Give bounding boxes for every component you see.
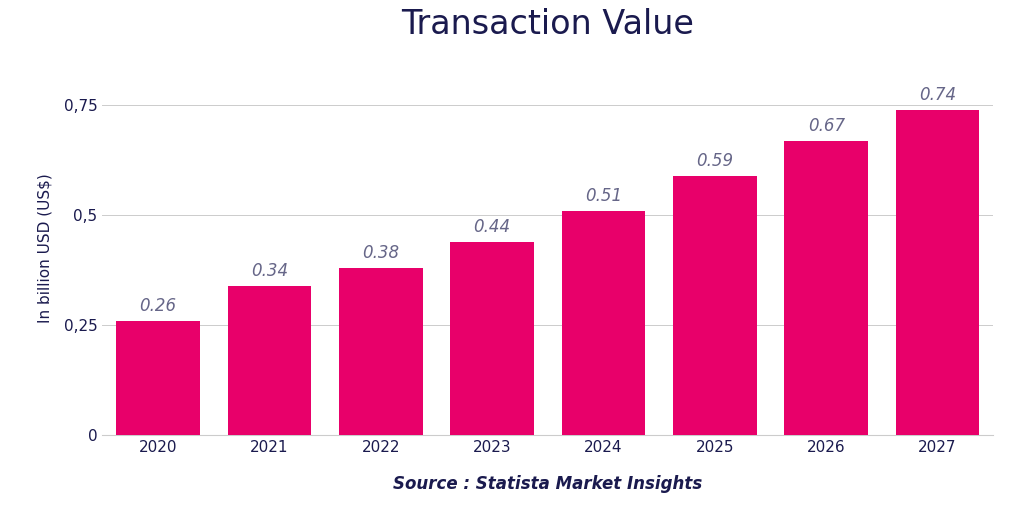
Bar (896, 110, 979, 435)
Text: 0.74: 0.74 (919, 86, 956, 104)
Text: 0.38: 0.38 (362, 244, 399, 262)
Y-axis label: In billion USD (US$): In billion USD (US$) (38, 174, 52, 323)
Text: 0.67: 0.67 (808, 117, 845, 135)
Text: 0.34: 0.34 (251, 262, 288, 280)
Bar (673, 176, 757, 435)
Bar (117, 321, 200, 435)
Text: 0.59: 0.59 (696, 152, 733, 170)
Title: Transaction Value: Transaction Value (401, 8, 694, 40)
Text: 0.51: 0.51 (585, 187, 623, 205)
Bar (339, 268, 423, 435)
X-axis label: Source : Statista Market Insights: Source : Statista Market Insights (393, 475, 702, 493)
Text: 0.26: 0.26 (139, 297, 177, 315)
Bar (227, 286, 311, 435)
Bar (562, 211, 645, 435)
Bar (784, 141, 868, 435)
Bar (451, 242, 534, 435)
Text: 0.44: 0.44 (473, 218, 511, 236)
